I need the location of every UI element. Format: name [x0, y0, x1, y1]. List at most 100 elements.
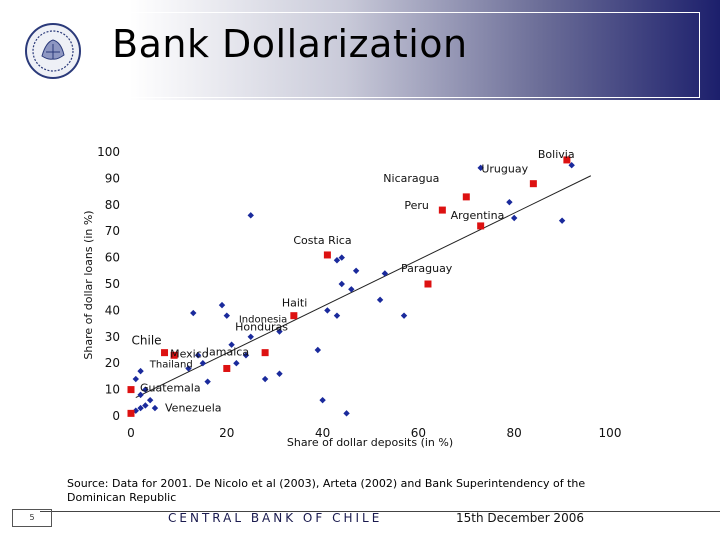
trend-line: [135, 175, 592, 398]
data-point-diamond: [506, 198, 513, 206]
page-number: 5: [12, 509, 52, 527]
data-point-square: [323, 251, 331, 259]
country-label: Thailand: [149, 359, 193, 370]
data-point-diamond: [400, 312, 408, 319]
footer-bank-name: CENTRAL BANK OF CHILE: [168, 511, 383, 525]
x-tick-label: 20: [219, 426, 234, 440]
x-tick-label: 60: [411, 426, 426, 440]
data-point-diamond: [558, 217, 566, 224]
header-frame: [103, 12, 700, 98]
y-tick-label: 40: [105, 303, 120, 317]
y-tick-label: 90: [105, 171, 120, 185]
data-point-diamond: [137, 404, 144, 412]
x-tick-label: 0: [127, 426, 135, 440]
x-tick-label: 100: [599, 426, 622, 440]
central-bank-seal-logo: [25, 23, 81, 79]
data-point-diamond: [338, 280, 345, 288]
data-point-diamond: [223, 312, 230, 319]
data-point-diamond: [276, 328, 283, 335]
data-point-square: [424, 280, 432, 288]
country-label: Venezuela: [165, 401, 222, 414]
data-point-diamond: [352, 267, 360, 274]
y-tick-label: 50: [105, 277, 120, 291]
x-tick-label: 80: [507, 426, 522, 440]
data-point-diamond: [276, 370, 283, 377]
source-note: Source: Data for 2001. De Nicolo et al (…: [67, 477, 586, 504]
country-label: Paraguay: [401, 262, 453, 275]
country-label: Uruguay: [481, 163, 528, 176]
y-tick-label: 20: [105, 356, 120, 370]
data-point-square: [170, 351, 178, 359]
country-label: Chile: [132, 334, 162, 348]
data-point-diamond: [568, 162, 575, 169]
data-point-diamond: [218, 301, 226, 309]
country-label: Honduras: [235, 321, 288, 334]
data-point-diamond: [247, 212, 254, 219]
data-point-diamond: [146, 396, 154, 404]
data-point-square: [563, 156, 571, 164]
data-point-diamond: [185, 365, 192, 372]
data-point-diamond: [314, 346, 322, 354]
page-title: Bank Dollarization: [112, 22, 468, 66]
data-point-square: [438, 206, 446, 214]
y-tick-label: 30: [105, 330, 120, 344]
data-point-diamond: [151, 404, 159, 412]
country-label: Indonesia: [239, 315, 287, 326]
data-point-diamond: [319, 396, 326, 404]
data-point-square: [127, 386, 135, 394]
data-point-diamond: [381, 270, 389, 277]
data-point-square: [161, 349, 169, 357]
data-point-diamond: [204, 378, 211, 385]
y-tick-label: 60: [105, 251, 120, 265]
country-label: Haiti: [282, 297, 307, 310]
data-point-diamond: [477, 164, 484, 172]
data-point-diamond: [142, 402, 149, 409]
data-point-diamond: [511, 214, 518, 222]
data-point-diamond: [242, 352, 250, 359]
data-point-diamond: [247, 333, 254, 340]
footer-date: 15th December 2006: [456, 511, 584, 525]
data-point-diamond: [338, 254, 345, 261]
country-label: Argentina: [451, 209, 505, 222]
data-point-square: [290, 312, 298, 320]
data-point-diamond: [194, 352, 202, 359]
data-point-diamond: [261, 375, 269, 383]
data-point-diamond: [137, 391, 144, 399]
data-point-diamond: [376, 296, 384, 304]
data-point-diamond: [233, 360, 240, 367]
data-point-diamond: [348, 286, 355, 293]
header-band: [0, 0, 720, 100]
country-label: Mexico: [170, 347, 209, 360]
data-point-diamond: [324, 307, 331, 314]
data-point-square: [261, 349, 269, 357]
country-label: Peru: [404, 199, 429, 212]
data-point-square: [529, 180, 537, 188]
y-axis-label: Share of dollar loans (in %): [82, 210, 95, 359]
data-point-square: [477, 222, 485, 230]
scatter-chart: 0 10 20 30 40 50 60 70 80 90 100 0 20 40 60 80 100 Share …: [82, 145, 622, 449]
data-point-diamond: [343, 410, 350, 417]
data-point-diamond: [333, 312, 341, 319]
data-point-diamond: [199, 360, 207, 367]
data-point-square: [462, 193, 470, 201]
y-tick-label: 70: [105, 224, 120, 238]
y-tick-label: 80: [105, 198, 120, 212]
y-tick-label: 100: [97, 145, 120, 159]
country-label: Costa Rica: [293, 234, 351, 247]
footer-divider: [40, 511, 720, 512]
country-label: Jamaica: [205, 345, 249, 358]
data-point-diamond: [142, 386, 149, 393]
data-point-square: [127, 409, 135, 417]
data-point-diamond: [333, 257, 341, 264]
country-label: Bolivia: [538, 148, 575, 161]
data-point-diamond: [137, 367, 144, 375]
y-tick-label: 10: [105, 383, 120, 397]
data-point-diamond: [228, 341, 235, 348]
data-point-diamond: [132, 375, 139, 383]
data-point-diamond: [190, 309, 197, 317]
x-axis-label: Share of dollar deposits (in %): [287, 436, 453, 449]
x-tick-label: 40: [315, 426, 330, 440]
data-point-square: [223, 364, 231, 372]
country-label: Guatemala: [140, 382, 201, 395]
country-label: Nicaragua: [383, 172, 439, 185]
